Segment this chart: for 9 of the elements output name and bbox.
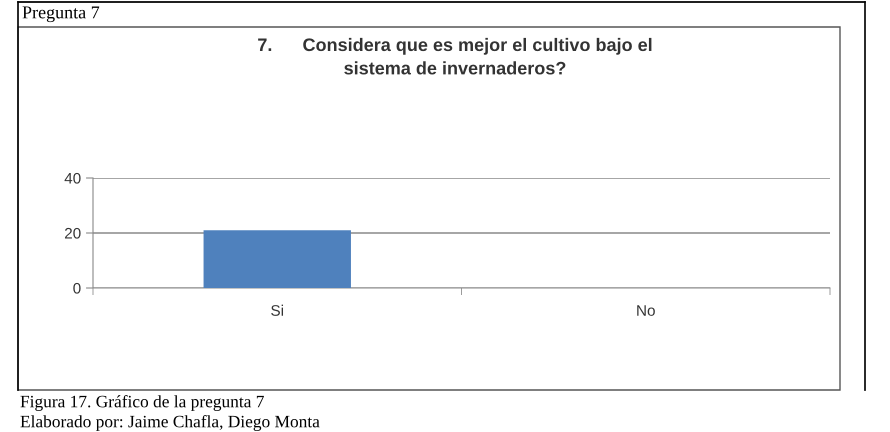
- y-tick-label: 40: [64, 172, 81, 184]
- x-tick-label: Si: [271, 304, 284, 316]
- y-tick-label: 0: [73, 282, 81, 294]
- x-tick-label: No: [637, 305, 655, 316]
- text: Figura 17. Gráfico de la pregunta 7: [20, 395, 264, 411]
- text: Elaborado por: Jaime Chafla, Diego Monta: [20, 415, 320, 431]
- text: Pregunta 7: [22, 6, 100, 22]
- y-tick-label: 20: [64, 228, 81, 239]
- chart-title: 7. Considera que es mejor el cultivo bajo el sistema de invernaderos?: [258, 38, 652, 75]
